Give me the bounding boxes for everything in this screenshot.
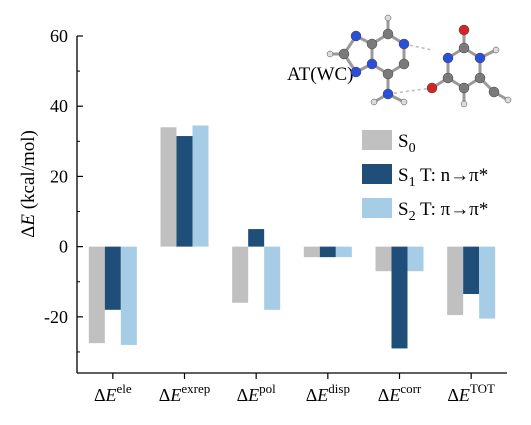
legend-swatch-1 [362,164,392,184]
legend-swatch-2 [362,198,392,218]
legend-label-0: S0 [398,131,416,156]
bar-disp-series-1 [319,246,336,258]
bar-pol-series-0 [232,246,249,303]
atom-dot [370,98,378,106]
atom-dot [326,50,334,58]
atom-dot [492,46,500,54]
atom-dot [384,14,392,22]
atom-dot [458,24,470,36]
atom-dot [350,30,362,42]
bar-pol-series-1 [248,229,265,247]
atom-dot [504,96,512,104]
bar-corr-series-0 [375,246,392,272]
legend-swatch-0 [362,130,392,150]
bar-ele-series-2 [120,246,137,345]
atom-dot [474,72,486,84]
x-tick-label-ele: ΔEele [94,381,132,405]
bar-TOT-series-1 [463,246,480,295]
x-tick-label-TOT: ΔETOT [447,381,495,405]
x-tick-label-disp: ΔEdisp [306,381,350,405]
atom-dot [338,48,350,60]
legend: S0 S1 T: n→π* S2 T: π→π* [362,130,488,224]
atom-dot [460,100,468,108]
bar-exrep-series-2 [192,125,209,247]
atom-dot [366,38,378,50]
x-tick-label-pol: ΔEpol [237,381,277,405]
x-tick-label-exrep: ΔEexrep [159,381,210,405]
atom-dot [398,58,410,70]
bar-TOT-series-2 [479,246,496,319]
y-tick-label: 60 [50,26,68,46]
atom-dot [366,58,378,70]
bar-pol-series-2 [264,246,281,310]
atom-dot [458,42,470,54]
bar-corr-series-1 [391,246,408,349]
bar-TOT-series-0 [447,246,464,316]
y-tick-label: 0 [59,237,68,257]
atom-dot [382,28,394,40]
legend-label-1: S1 T: n→π* [398,165,488,190]
bar-disp-series-0 [303,246,320,258]
bar-ele-series-1 [104,246,121,310]
legend-label-2: S2 T: π→π* [398,199,488,224]
atom-dot [398,38,410,50]
x-tick-label-corr: ΔEcorr [378,381,422,405]
atom-dot [474,52,486,64]
atom-dot [442,52,454,64]
hbond-line [403,43,433,51]
hbond-line [387,87,433,95]
bar-ele-series-0 [88,246,105,344]
bars-group [88,125,496,349]
bar-corr-series-2 [407,246,424,272]
atom-dot [382,88,394,100]
bar-disp-series-2 [335,246,352,258]
atom-dot [350,66,362,78]
atom-dot [382,68,394,80]
axes-group: -20 0 20 40 60 ΔEele ΔEexrep ΔEpol ΔEdisp ΔEcorr Δ… [44,26,507,405]
atom-dot [458,82,470,94]
bar-exrep-series-1 [176,136,193,247]
bar-exrep-series-0 [160,127,177,247]
atom-dot [400,98,408,106]
inset-label-text: AT(WC) [287,64,353,85]
atom-dot [488,86,500,98]
y-tick-label: -20 [44,307,68,327]
y-tick-label: 20 [50,166,68,186]
atom-dot [442,72,454,84]
atom-dot [426,82,438,94]
molecule-inset-illustration: AT(WC) [287,14,512,108]
y-axis-title: ΔE (kcal/mol) [18,130,39,238]
y-tick-label: 40 [50,96,68,116]
